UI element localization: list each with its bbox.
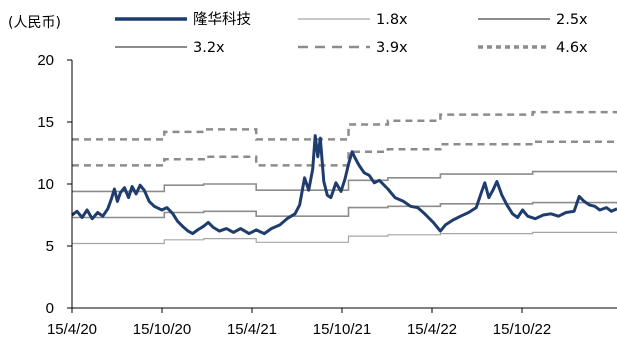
legend-4-6x: 4.6x: [478, 40, 588, 56]
x-tick-label: 15/10/20: [133, 321, 191, 338]
y-tick-label: 15: [37, 114, 54, 131]
unit-label: (人民币): [8, 15, 61, 31]
legend-3-9x: 3.9x: [298, 40, 408, 56]
legend-3-2x-label: 3.2x: [193, 40, 225, 56]
price-line-group: [71, 134, 617, 236]
legend: 隆华科技 1.8x 2.5x 3.2x 3.9x 4.6x: [115, 11, 588, 56]
x-tick-label: 15/10/21: [313, 321, 371, 338]
x-tick-label: 15/10/22: [493, 321, 551, 338]
legend-2-5x-label: 2.5x: [556, 12, 588, 28]
pb-line-4-6x: [72, 110, 617, 141]
y-tick-label: 0: [46, 300, 54, 317]
x-tick-label: 15/4/22: [407, 321, 457, 338]
legend-2-5x: 2.5x: [478, 12, 588, 28]
legend-3-2x: 3.2x: [115, 40, 225, 56]
pb-line-1-8x: [72, 231, 617, 245]
y-tick-label: 5: [46, 238, 54, 255]
pb-band-lines: [72, 110, 617, 245]
pb-line-2-5x: [72, 201, 617, 219]
legend-4-6x-label: 4.6x: [556, 40, 588, 56]
legend-3-9x-label: 3.9x: [376, 40, 408, 56]
legend-1-8x-label: 1.8x: [376, 12, 408, 28]
legend-1-8x: 1.8x: [298, 12, 408, 28]
pb-line-3-2x: [72, 170, 617, 193]
x-tick-label: 15/4/21: [227, 321, 277, 338]
x-tick-label: 15/4/20: [47, 321, 97, 338]
y-tick-label: 10: [37, 176, 54, 193]
y-tick-label: 20: [37, 52, 54, 69]
legend-price: 隆华科技: [115, 11, 251, 28]
axes: 0 5 10 15 20 15/4/20 15/10/20 15/4/21 15/10/21 15…: [37, 52, 617, 338]
pb-line-3-9x: [72, 140, 617, 167]
price-line: [71, 134, 617, 236]
legend-price-label: 隆华科技: [193, 11, 251, 28]
